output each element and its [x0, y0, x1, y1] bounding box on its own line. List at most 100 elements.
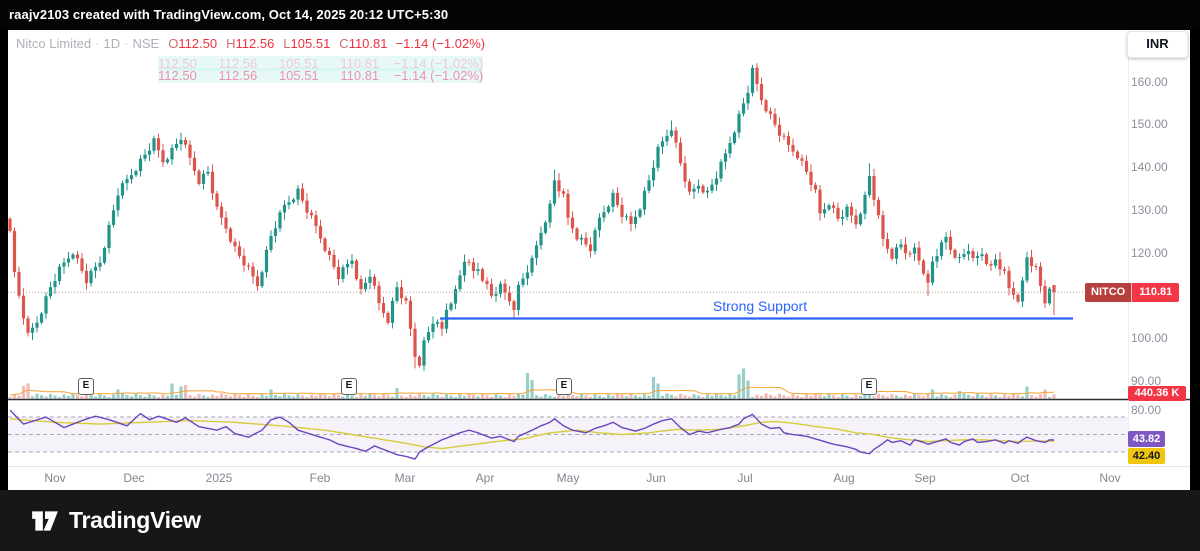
interval-label[interactable]: 1D	[103, 36, 121, 51]
candle	[192, 157, 197, 171]
attribution-text: raajv2103 created with TradingView.com, …	[9, 7, 449, 22]
candle	[255, 276, 260, 287]
candle	[606, 206, 611, 213]
candle	[993, 259, 998, 266]
legend-separator-2: ·	[124, 36, 129, 51]
price-axis-label: 120.00	[1131, 245, 1168, 260]
candle	[908, 253, 912, 255]
candle	[854, 215, 858, 225]
currency-button[interactable]: INR	[1127, 31, 1188, 58]
candle	[728, 143, 732, 154]
candle	[737, 113, 741, 133]
candle	[246, 265, 251, 267]
candle	[899, 244, 903, 248]
tradingview-wordmark: TradingView	[69, 507, 201, 533]
candle	[858, 213, 863, 225]
earnings-marker[interactable]: E	[556, 378, 572, 395]
candle	[894, 247, 899, 259]
candle	[404, 298, 408, 301]
candle	[624, 216, 629, 218]
candle	[305, 200, 309, 213]
candle	[431, 323, 435, 333]
candle	[84, 270, 89, 284]
time-axis-label: Nov	[44, 471, 66, 485]
candle	[521, 278, 525, 285]
candle	[264, 249, 269, 273]
candle	[1034, 266, 1038, 268]
tradingview-logo[interactable]: TradingView	[30, 507, 201, 534]
candle	[1052, 285, 1056, 293]
candle	[696, 185, 701, 189]
rsi-band-layer	[8, 416, 1128, 453]
candle	[71, 254, 75, 259]
candle	[161, 150, 165, 163]
candle	[111, 210, 116, 225]
candle	[237, 246, 242, 256]
candle	[723, 153, 728, 162]
candle	[746, 92, 750, 104]
candle	[413, 328, 417, 357]
candle	[332, 254, 336, 267]
candle	[755, 67, 759, 85]
candle	[602, 212, 606, 218]
price-axis-label: 160.00	[1131, 74, 1168, 89]
candle	[494, 293, 498, 296]
earnings-marker[interactable]: E	[78, 378, 94, 395]
candle	[840, 216, 845, 219]
candle	[714, 178, 719, 185]
candle	[8, 218, 12, 231]
earnings-marker[interactable]: E	[341, 378, 357, 395]
candle	[777, 124, 782, 136]
candle	[962, 254, 966, 258]
candle	[597, 217, 602, 231]
earnings-marker[interactable]: E	[861, 378, 877, 395]
candle	[165, 159, 170, 163]
candle	[570, 217, 575, 229]
time-axis-label: Sep	[914, 471, 936, 485]
symbol-title[interactable]: Nitco Limited	[16, 36, 92, 51]
candle	[116, 195, 120, 211]
candle	[633, 216, 638, 225]
candle	[75, 254, 80, 259]
candle	[791, 144, 795, 152]
candle	[719, 161, 723, 179]
candle	[282, 204, 287, 213]
candle	[251, 266, 255, 277]
candle	[426, 332, 431, 341]
time-axis-label: May	[556, 471, 580, 485]
candle	[156, 138, 161, 151]
candle	[822, 209, 827, 214]
candle	[143, 154, 147, 159]
candle	[575, 228, 579, 240]
time-axis-label: 2025	[205, 471, 233, 485]
candle	[129, 175, 134, 180]
candle	[831, 205, 836, 208]
rsi-axis-label: 80.00	[1131, 403, 1162, 417]
candle	[422, 340, 426, 366]
candle	[449, 303, 453, 310]
candle	[120, 183, 125, 196]
candle	[107, 224, 111, 249]
candle	[467, 261, 471, 263]
time-axis-label: Mar	[394, 471, 416, 485]
candle	[17, 271, 21, 296]
candle	[345, 263, 350, 268]
candle	[678, 142, 683, 164]
candle	[30, 327, 35, 333]
candle	[647, 180, 651, 191]
candle	[957, 257, 962, 259]
candle	[390, 300, 395, 323]
chart-canvas[interactable]	[8, 30, 1190, 490]
candle	[215, 193, 219, 207]
candle	[138, 158, 143, 172]
candle	[939, 242, 944, 257]
candle	[174, 143, 179, 149]
candle	[1029, 257, 1034, 267]
candle	[453, 289, 458, 304]
candle	[665, 135, 669, 142]
rsi-ma-line	[9, 418, 1054, 450]
candle	[863, 195, 867, 214]
support-annotation-label[interactable]: Strong Support	[712, 298, 808, 314]
candle	[440, 322, 444, 329]
